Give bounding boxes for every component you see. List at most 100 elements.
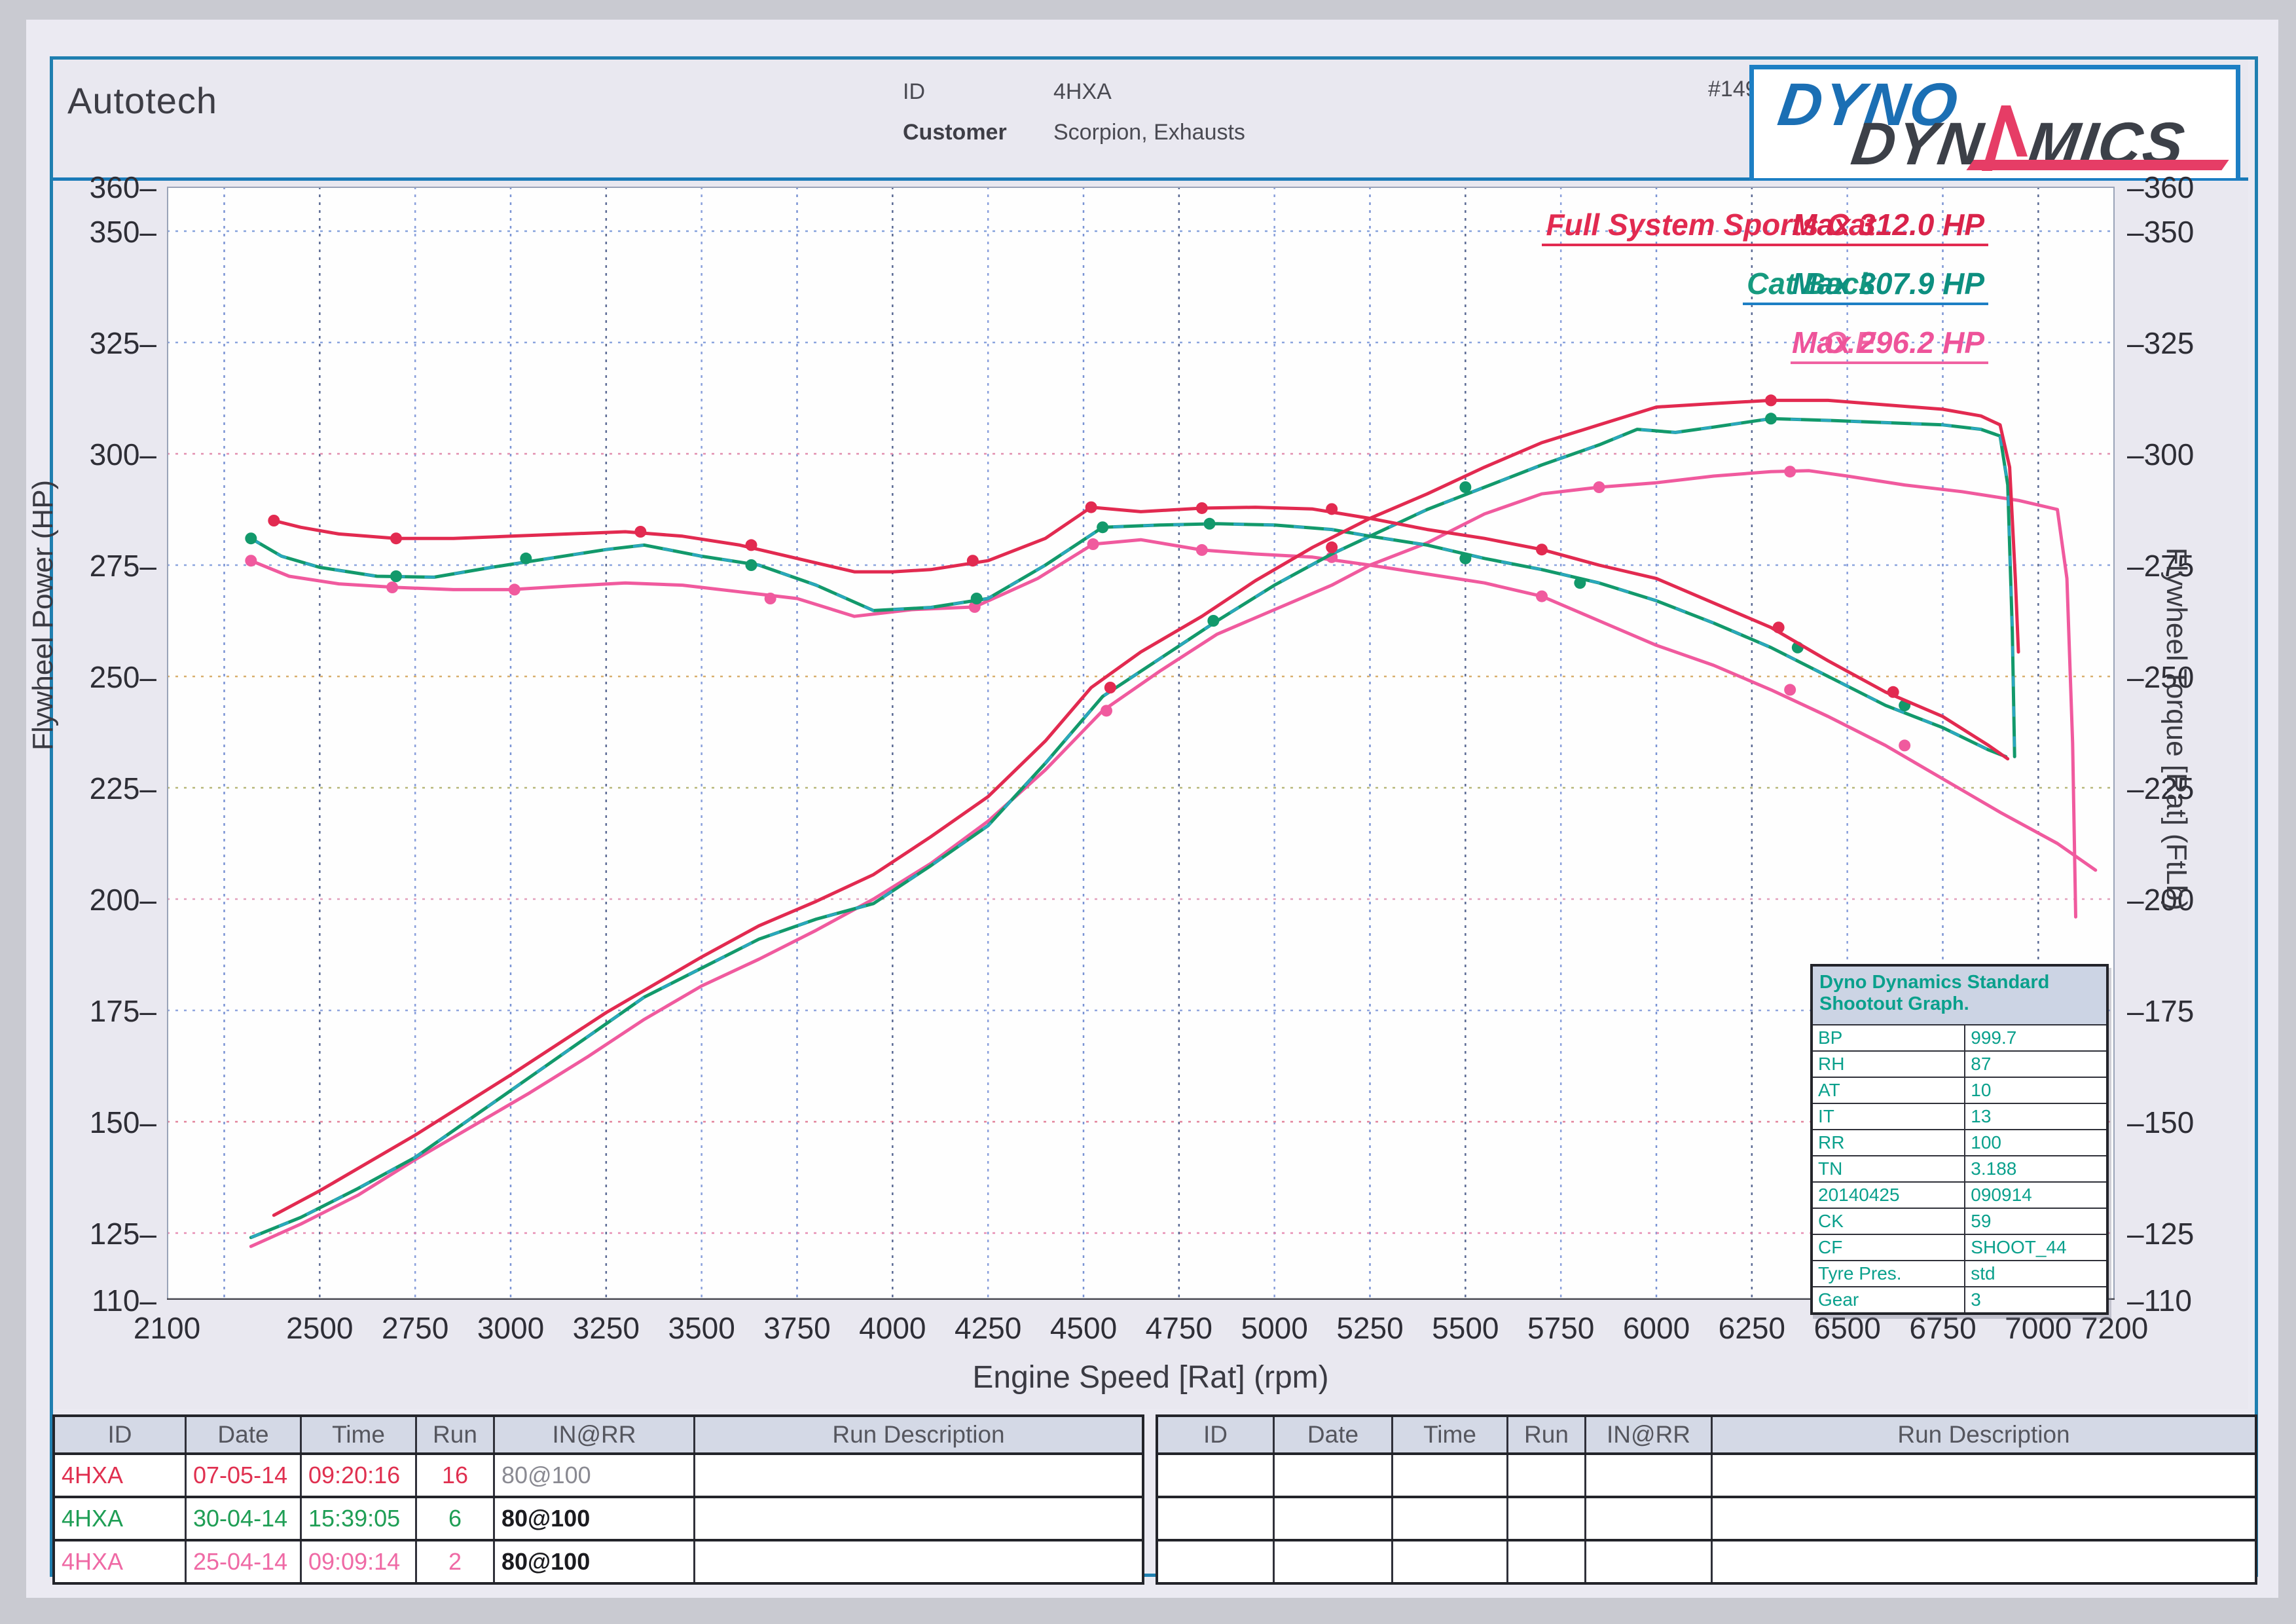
col-header-time: Time [302, 1417, 417, 1452]
data-marker [245, 555, 257, 567]
run-date [1275, 1541, 1393, 1582]
run-description [695, 1541, 1142, 1582]
data-marker [1536, 544, 1548, 556]
data-marker [1536, 590, 1548, 602]
y-tick-right-125: –125 [2127, 1217, 2195, 1251]
id-label: ID [903, 79, 925, 104]
info-box-rows: BP 999.7 RH 87 AT 10 IT 13 RR 100 TN 3.188 20140425 0… [1813, 1024, 2106, 1312]
data-marker [1195, 502, 1208, 514]
info-row-Gear: Gear 3 [1813, 1286, 2106, 1312]
run-date [1275, 1455, 1393, 1496]
data-marker [390, 570, 402, 582]
run-time: 09:20:16 [302, 1455, 417, 1496]
info-key: Tyre Pres. [1813, 1261, 1966, 1286]
data-marker [745, 559, 757, 571]
y-tick-right-225: –225 [2127, 771, 2195, 805]
logo-pulse-icon [1982, 105, 2028, 171]
data-marker [1097, 521, 1109, 534]
data-marker [970, 593, 983, 604]
y-tick-left-125: 125– [89, 1217, 156, 1251]
x-tick-4750: 4750 [1145, 1311, 1212, 1345]
info-key: BP [1813, 1025, 1966, 1050]
x-tick-5000: 5000 [1241, 1311, 1308, 1345]
run-description [695, 1498, 1142, 1539]
run-in-rr [1586, 1541, 1713, 1582]
x-tick-3500: 3500 [668, 1311, 735, 1345]
legend-row-1: Full System Sports Cat Max 312.0 HP [1166, 207, 2122, 266]
legend-max-value: Max 312.0 HP [1790, 207, 1989, 246]
x-tick-2500: 2500 [286, 1311, 354, 1345]
dyno-chart: 360– 350– 325– 300– 275– 250– 225– 200– 175– 150–… [27, 170, 2248, 1409]
col-header-run-description: Run Description [832, 1421, 1005, 1448]
run-table-left: ID Date Time Run IN@RR Run Description 4HXA 07-… [52, 1414, 1144, 1585]
legend-max-value: Max 307.9 HP [1790, 266, 1989, 305]
run-description [695, 1455, 1142, 1496]
run-table-row-3 [1158, 1541, 2255, 1582]
data-marker [1784, 684, 1796, 696]
x-tick-2100: 2100 [133, 1311, 201, 1345]
data-marker [1207, 615, 1220, 627]
data-marker [268, 515, 280, 526]
info-key: IT [1813, 1104, 1966, 1129]
y-tick-right-275: –275 [2127, 549, 2195, 583]
data-marker [1574, 577, 1586, 589]
chart-legend: Full System Sports Cat Max 312.0 HP Cat Ba… [1166, 207, 2122, 384]
run-description [1713, 1541, 2255, 1582]
run-table-row-2: 4HXA 30-04-14 15:39:05 6 80@100 [55, 1498, 1142, 1541]
y-tick-left-225: 225– [89, 771, 156, 805]
curve-O.E — Torque [249, 538, 2098, 872]
y-tick-left-150: 150– [89, 1105, 156, 1139]
data-marker [1326, 503, 1338, 515]
y-tick-left-360: 360– [89, 170, 156, 204]
run-number [1508, 1498, 1586, 1539]
y-tick-right-175: –175 [2127, 994, 2195, 1028]
run-number [1508, 1541, 1586, 1582]
info-key: RH [1813, 1052, 1966, 1077]
report-header: Autotech ID 4HXA Customer Scorpion, Exha… [53, 60, 2248, 183]
info-row-IT: IT 13 [1813, 1103, 2106, 1129]
info-row-AT: AT 10 [1813, 1077, 2106, 1103]
y-tick-left-300: 300– [89, 437, 156, 471]
data-marker [1203, 517, 1216, 530]
info-value: 3 [1971, 1289, 1981, 1310]
x-axis-title: Engine Speed [Rat] (rpm) [972, 1360, 1329, 1395]
info-key: TN [1813, 1156, 1966, 1181]
y-tick-right-110: –110 [2127, 1283, 2192, 1318]
run-time [1393, 1541, 1508, 1582]
col-header-run: Run [1508, 1417, 1586, 1452]
left-axis-title: Flywheel Power (HP) [27, 479, 59, 750]
x-tick-2750: 2750 [381, 1311, 449, 1345]
x-tick-3750: 3750 [763, 1311, 831, 1345]
x-tick-4250: 4250 [954, 1311, 1022, 1345]
data-marker [508, 583, 520, 596]
data-marker [1087, 538, 1099, 551]
run-description [1713, 1498, 2255, 1539]
data-marker [1765, 394, 1777, 407]
y-tick-left-275: 275– [89, 549, 156, 583]
customer-value: Scorpion, Exhausts [1053, 120, 1245, 145]
info-key: CK [1813, 1209, 1966, 1234]
run-id: 4HXA [55, 1541, 187, 1582]
data-marker [1195, 544, 1208, 556]
y-tick-left-350: 350– [89, 215, 156, 249]
run-id [1158, 1541, 1275, 1582]
curve-Full System Sports Cat — Power [272, 398, 2020, 1217]
data-marker [1101, 705, 1112, 717]
info-value: SHOOT_44 [1971, 1237, 2067, 1257]
col-header-date: Date [187, 1417, 302, 1452]
legend-row-2: Cat Back Max 307.9 HP [1166, 266, 2122, 325]
run-in-rr: 80@100 [495, 1455, 695, 1496]
y-tick-left-110: 110– [92, 1283, 156, 1318]
info-key: CF [1813, 1235, 1966, 1260]
run-description [1713, 1455, 2255, 1496]
legend-max-value: Max 296.2 HP [1790, 325, 1989, 364]
run-table-row-2 [1158, 1498, 2255, 1541]
y-tick-left-325: 325– [89, 326, 156, 360]
info-row-BP: BP 999.7 [1813, 1024, 2106, 1050]
data-marker [1784, 466, 1796, 478]
x-tick-5750: 5750 [1527, 1311, 1595, 1345]
x-tick-6500: 6500 [1813, 1311, 1881, 1345]
run-in-rr: 80@100 [495, 1498, 695, 1539]
info-row-CK: CK 59 [1813, 1208, 2106, 1234]
info-box-title-line2: Shootout Graph. [1819, 993, 1969, 1014]
